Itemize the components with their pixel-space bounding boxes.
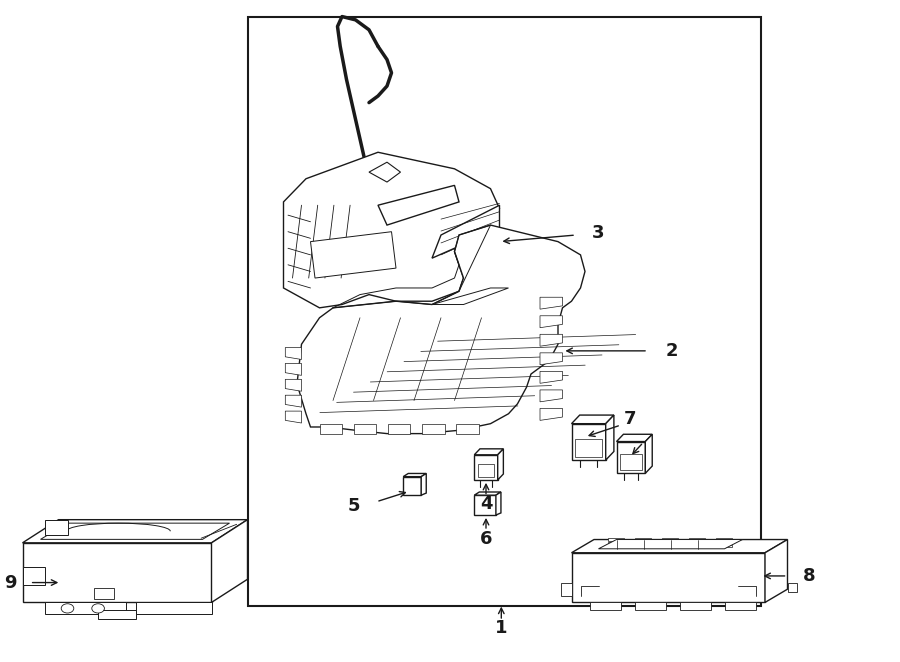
Polygon shape (45, 602, 126, 614)
Polygon shape (788, 583, 796, 592)
Bar (248, 17, 760, 606)
Polygon shape (284, 152, 500, 308)
Bar (634, 542, 651, 544)
Bar (716, 542, 732, 544)
Polygon shape (474, 495, 496, 515)
Polygon shape (474, 449, 503, 455)
Polygon shape (606, 415, 614, 460)
Text: 1: 1 (495, 618, 508, 637)
Polygon shape (616, 434, 652, 442)
Polygon shape (378, 185, 459, 225)
Polygon shape (634, 602, 666, 610)
Polygon shape (285, 411, 302, 423)
Polygon shape (540, 353, 562, 365)
Text: 8: 8 (803, 567, 815, 585)
Bar (634, 538, 651, 541)
Polygon shape (285, 379, 302, 391)
Polygon shape (403, 473, 427, 477)
Polygon shape (616, 442, 645, 473)
Polygon shape (474, 492, 501, 495)
Bar (634, 545, 651, 547)
Polygon shape (498, 449, 503, 480)
Bar (716, 545, 732, 547)
Polygon shape (572, 415, 614, 424)
Polygon shape (474, 455, 498, 480)
Polygon shape (310, 232, 396, 278)
Bar (716, 538, 732, 541)
Polygon shape (540, 334, 562, 346)
Polygon shape (422, 424, 445, 434)
Polygon shape (22, 520, 248, 543)
Polygon shape (22, 543, 212, 602)
Polygon shape (297, 225, 585, 434)
Polygon shape (285, 348, 302, 359)
Polygon shape (98, 610, 136, 619)
Text: 5: 5 (347, 497, 360, 516)
Polygon shape (540, 316, 562, 328)
Bar (662, 538, 678, 541)
Bar (608, 542, 624, 544)
Bar (662, 545, 678, 547)
Circle shape (61, 604, 74, 613)
Bar (608, 545, 624, 547)
Polygon shape (645, 434, 652, 473)
Polygon shape (572, 424, 606, 460)
Polygon shape (680, 602, 711, 610)
Polygon shape (456, 424, 479, 434)
Text: 2: 2 (666, 342, 679, 360)
Polygon shape (388, 424, 410, 434)
Polygon shape (540, 371, 562, 383)
Bar (608, 538, 624, 541)
Polygon shape (212, 520, 248, 602)
Bar (478, 464, 494, 477)
Polygon shape (572, 553, 765, 602)
Polygon shape (540, 297, 562, 309)
Polygon shape (285, 395, 302, 407)
Polygon shape (590, 602, 621, 610)
Polygon shape (496, 492, 501, 515)
Text: 9: 9 (4, 573, 16, 592)
Bar (620, 454, 642, 470)
Polygon shape (22, 567, 45, 585)
Polygon shape (572, 540, 788, 553)
Text: 3: 3 (592, 224, 605, 242)
Polygon shape (540, 408, 562, 420)
Bar (94, 588, 114, 600)
Bar (575, 439, 602, 457)
Bar (45, 520, 68, 535)
Polygon shape (40, 523, 230, 540)
Polygon shape (432, 288, 508, 305)
Bar (688, 545, 705, 547)
Bar (688, 538, 705, 541)
Polygon shape (136, 602, 212, 614)
Circle shape (92, 604, 104, 613)
Polygon shape (369, 162, 400, 182)
Text: 6: 6 (480, 530, 492, 548)
Bar (688, 542, 705, 544)
Polygon shape (421, 473, 427, 495)
Polygon shape (724, 602, 756, 610)
Polygon shape (561, 583, 572, 596)
Polygon shape (354, 424, 376, 434)
Polygon shape (540, 390, 562, 402)
Polygon shape (765, 540, 788, 602)
Polygon shape (320, 424, 342, 434)
Polygon shape (432, 205, 500, 258)
Polygon shape (598, 540, 742, 549)
Text: 4: 4 (480, 495, 492, 514)
Bar (662, 542, 678, 544)
Text: 7: 7 (624, 410, 636, 428)
Polygon shape (285, 363, 302, 375)
Polygon shape (403, 477, 421, 495)
